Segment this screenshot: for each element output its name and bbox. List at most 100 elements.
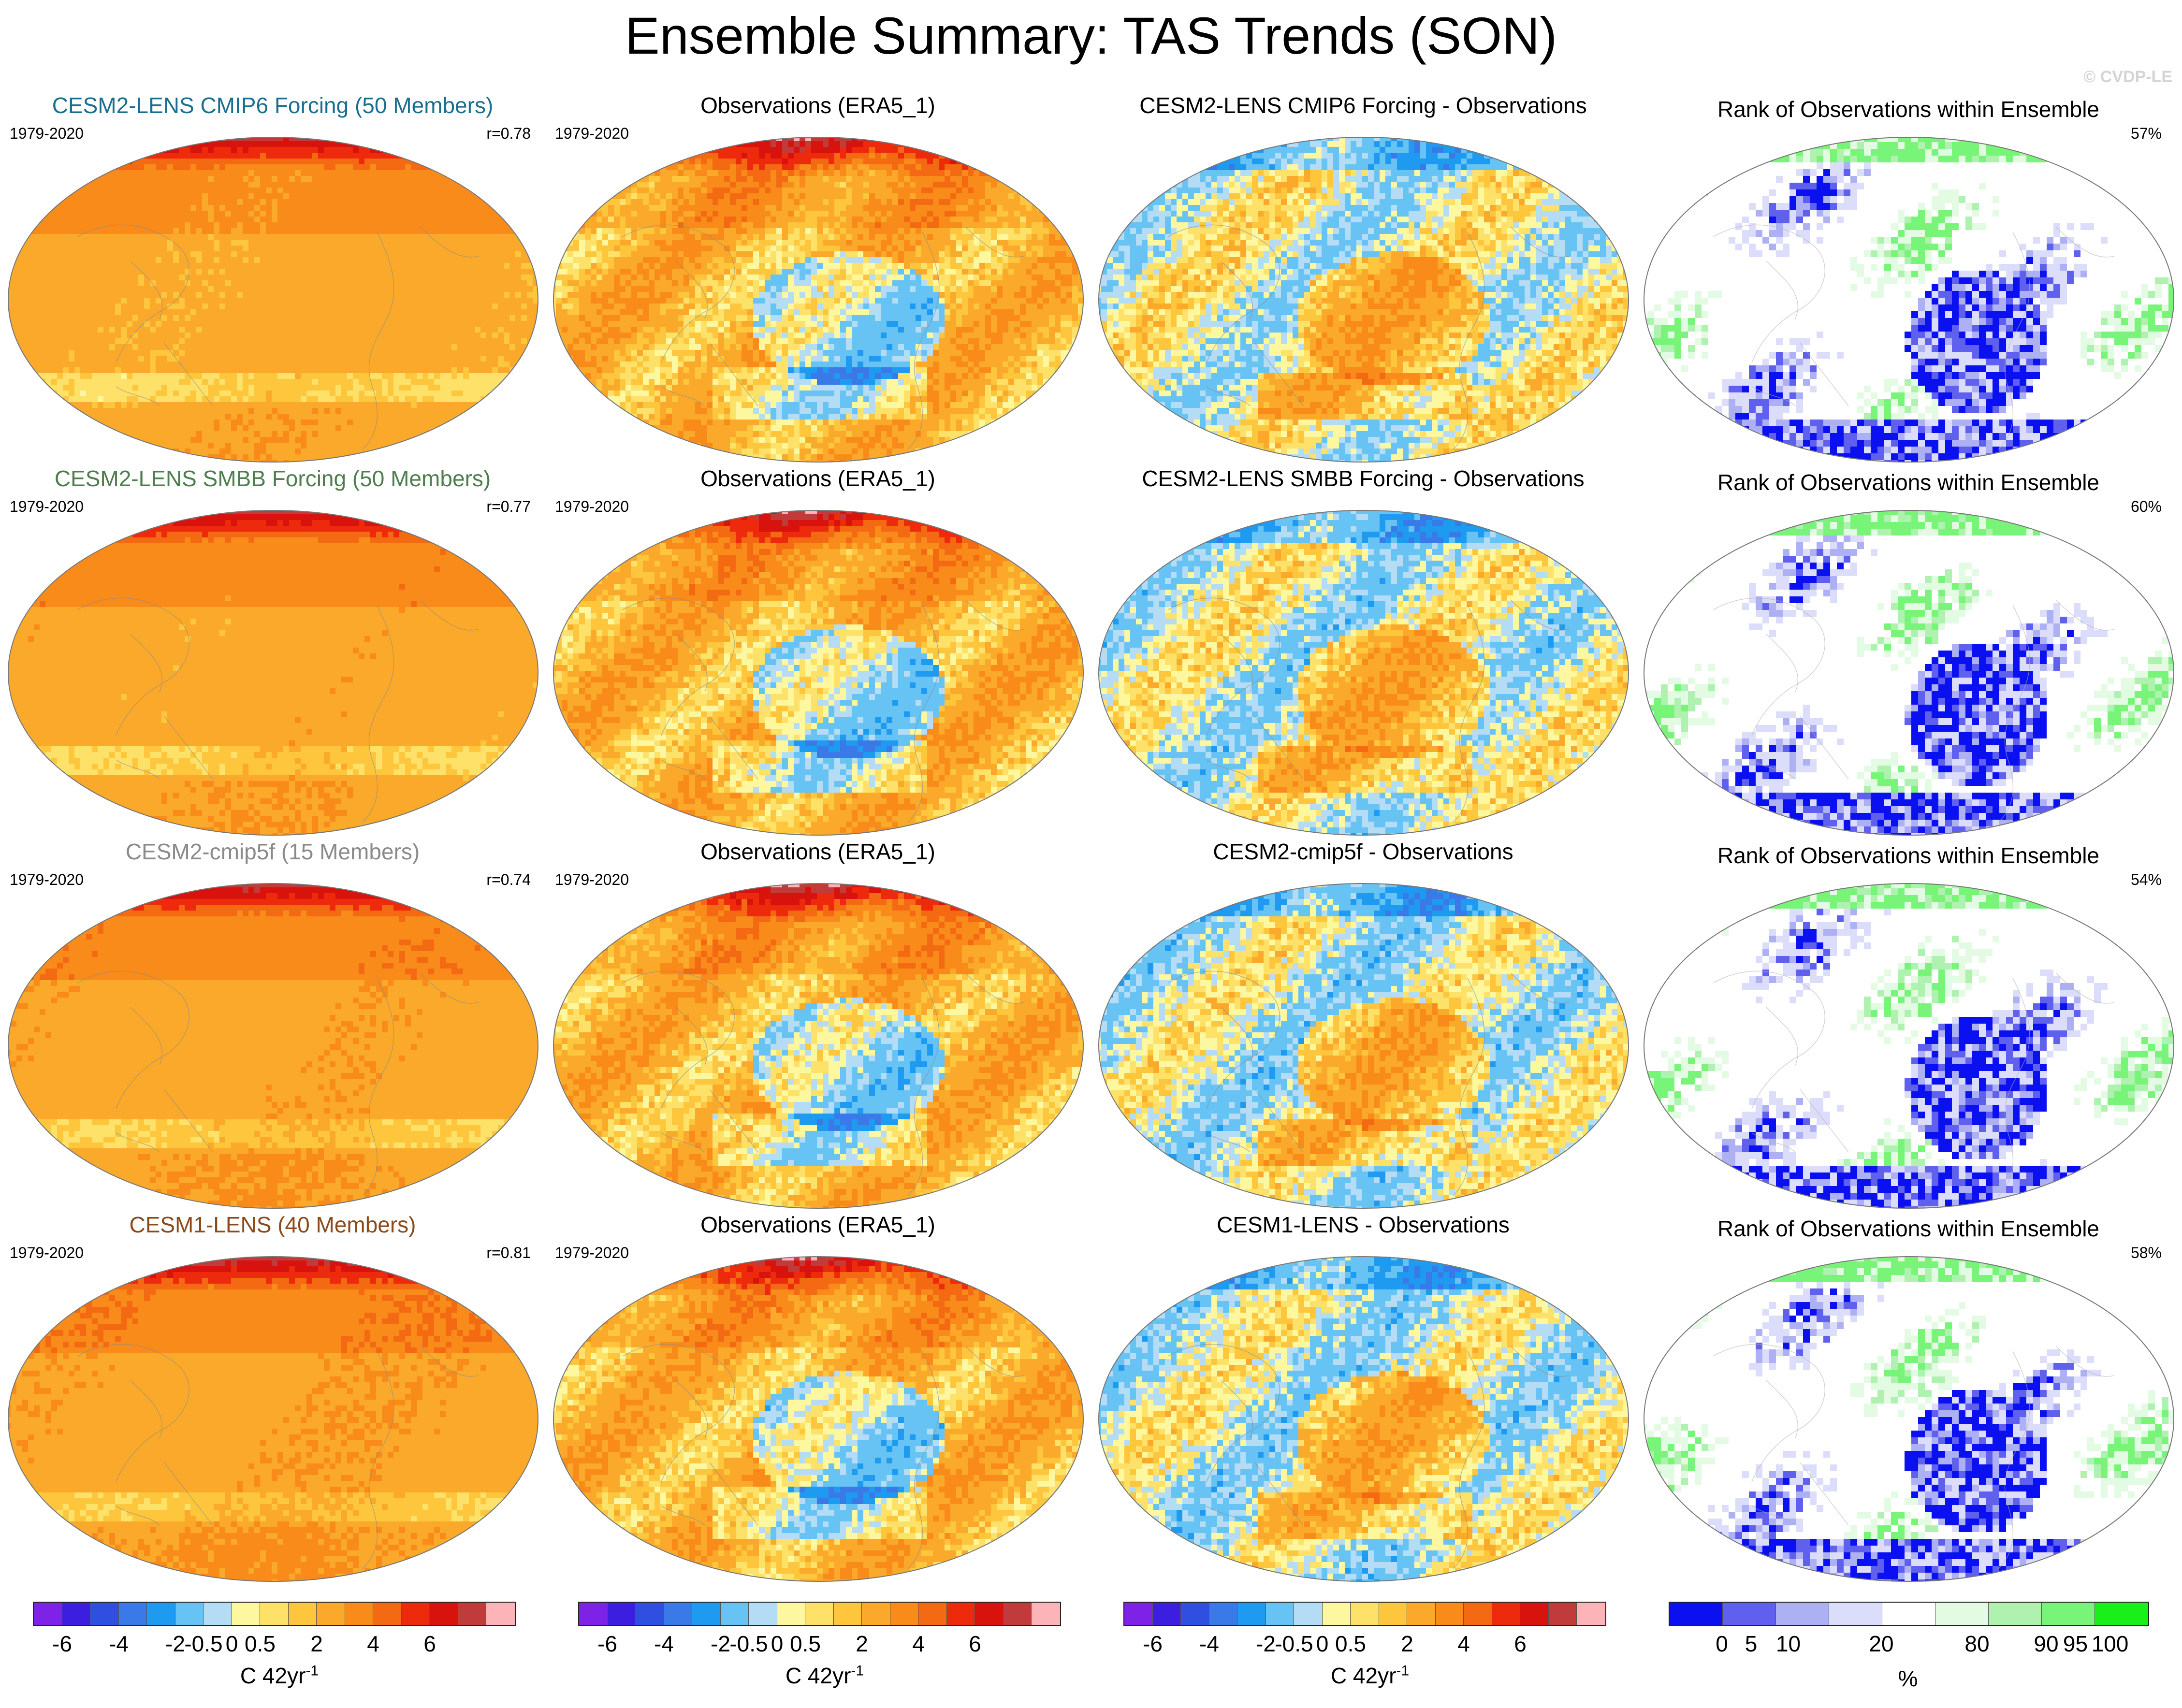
model-grid-cell [422,333,429,339]
model-grid-cell [411,257,417,263]
obs-grid-cell [840,176,846,182]
model-grid-cell [434,228,440,234]
model-grid-cell [399,228,406,234]
model-grid-cell [237,269,243,275]
model-grid-cell [422,379,429,385]
model-grid-cell [498,263,504,269]
model-grid-cell [283,356,290,362]
obs-grid-cell [660,193,667,200]
model-grid-cell [533,251,539,258]
model-grid-cell [451,350,458,356]
model-grid-cell [417,193,423,200]
model-grid-cell [405,333,411,339]
obs-grid-cell [794,193,800,200]
model-grid-cell [330,286,336,292]
model-grid-cell [428,338,435,345]
model-grid-cell [376,275,382,281]
model-grid-cell [138,425,145,432]
model-grid-cell [295,298,301,304]
model-grid-cell [243,333,249,339]
model-grid-cell [411,170,417,176]
model-grid-cell [272,188,278,194]
model-grid-cell [272,153,278,159]
obs-grid-cell [852,188,858,194]
model-grid-cell [40,251,46,258]
model-grid-cell [69,234,75,240]
model-grid-cell [248,327,255,333]
model-grid-cell [225,379,232,385]
model-grid-cell [440,275,446,281]
model-grid-cell [92,367,98,374]
model-grid-cell [80,309,87,316]
model-grid-cell [237,170,243,176]
model-grid-cell [202,205,208,211]
model-grid-cell [185,437,191,443]
obs-grid-cell [927,164,933,171]
model-grid-cell [359,280,365,287]
model-grid-cell [237,391,243,397]
model-grid-cell [243,304,249,310]
obs-grid-cell [887,153,893,159]
obs-grid-cell [666,159,672,165]
model-grid-cell [219,251,226,258]
model-grid-cell [121,379,127,385]
model-grid-cell [422,362,429,368]
model-grid-cell [364,344,371,350]
model-grid-cell [237,153,243,159]
model-grid-cell [63,275,69,281]
model-grid-cell [167,246,174,252]
model-grid-cell [185,211,191,217]
model-grid-cell [63,367,69,374]
model-grid-cell [92,408,98,414]
model-grid-cell [370,304,377,310]
model-grid-cell [208,431,214,437]
model-grid-cell [434,176,440,182]
obs-grid-cell [927,193,933,200]
model-grid-cell [40,344,46,350]
obs-grid-cell [776,188,783,194]
obs-grid-cell [684,188,690,194]
obs-grid-cell [736,176,742,182]
model-grid-cell [80,350,87,356]
model-grid-cell [138,333,145,339]
model-grid-cell [185,153,191,159]
model-grid-cell [254,159,261,165]
model-grid-cell [330,321,336,327]
model-grid-cell [330,338,336,345]
model-grid-cell [364,396,371,403]
model-grid-cell [74,251,81,258]
model-grid-cell [80,222,87,229]
model-grid-cell [127,280,133,287]
model-grid-cell [399,286,406,292]
model-grid-cell [167,420,174,426]
model-grid-cell [277,396,284,403]
model-grid-cell [370,443,377,449]
obs-grid-cell [985,182,991,188]
model-grid-cell [486,327,493,333]
model-grid-cell [399,350,406,356]
model-grid-cell [28,292,34,298]
obs-grid-cell [840,153,846,159]
model-grid-cell [127,292,133,298]
model-grid-cell [161,263,168,269]
model-grid-cell [388,327,394,333]
model-grid-cell [376,269,382,275]
model-grid-cell [86,217,92,223]
obs-grid-cell [892,182,899,188]
model-grid-cell [335,344,342,350]
model-grid-cell [272,199,278,205]
model-grid-cell [440,211,446,217]
model-grid-cell [347,240,353,246]
model-grid-cell [272,159,278,165]
model-grid-cell [161,170,168,176]
model-grid-cell [254,246,261,252]
model-grid-cell [405,205,411,211]
model-grid-cell [86,199,92,205]
model-grid-cell [121,298,127,304]
obs-grid-cell [736,193,742,200]
obs-grid-cell [672,188,678,194]
model-grid-cell [196,199,203,205]
model-grid-cell [237,454,243,461]
model-grid-cell [208,222,214,229]
model-grid-cell [312,350,319,356]
